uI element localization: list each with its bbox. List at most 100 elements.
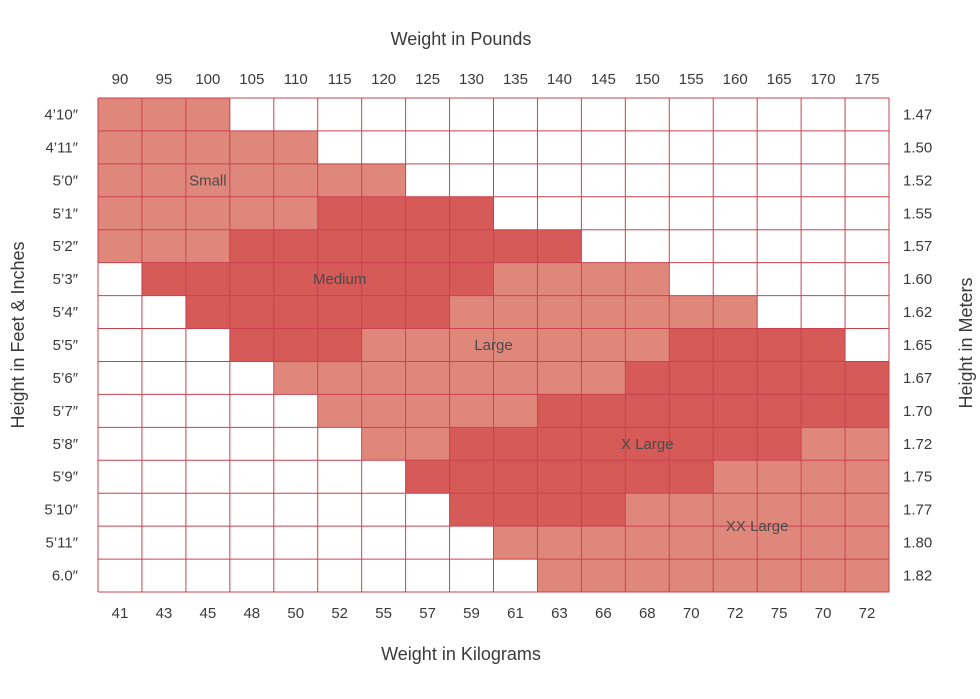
cell-empty xyxy=(713,130,758,164)
cell-x-large xyxy=(845,394,889,428)
cell-empty xyxy=(185,526,230,560)
cell-empty xyxy=(669,262,714,296)
cell-empty xyxy=(757,163,802,197)
cell-medium xyxy=(317,196,362,230)
tick-label-feet-inches: 5’9″ xyxy=(53,469,79,486)
cell-empty xyxy=(713,196,758,230)
tick-label-kilograms: 75 xyxy=(771,605,788,622)
cell-empty xyxy=(98,526,142,560)
cell-empty xyxy=(229,394,274,428)
cell-x-large xyxy=(625,394,670,428)
cell-medium xyxy=(229,229,274,263)
cell-small xyxy=(273,196,318,230)
cell-empty xyxy=(493,130,538,164)
top-axis-title: Weight in Pounds xyxy=(391,29,532,49)
cell-medium xyxy=(141,262,186,296)
cell-empty xyxy=(669,98,714,131)
cell-small xyxy=(229,163,274,197)
cell-medium xyxy=(273,262,318,296)
cell-x-large xyxy=(669,361,714,395)
tick-label-meters: 1.47 xyxy=(903,106,932,123)
cell-empty xyxy=(845,196,889,230)
cell-x-large xyxy=(581,460,626,494)
cell-empty xyxy=(361,98,406,131)
cell-medium xyxy=(537,229,582,263)
cell-x-large xyxy=(537,427,582,461)
cell-xx-large xyxy=(713,493,758,527)
tick-label-feet-inches: 4’11″ xyxy=(45,139,78,156)
tick-label-feet-inches: 5’2″ xyxy=(53,238,79,255)
cell-medium xyxy=(405,229,450,263)
tick-label-kilograms: 63 xyxy=(551,605,568,622)
cell-medium xyxy=(493,229,538,263)
cell-small xyxy=(185,163,230,197)
cell-large xyxy=(625,295,670,329)
cell-medium xyxy=(449,196,494,230)
cell-xx-large xyxy=(757,493,802,527)
tick-label-pounds: 120 xyxy=(371,71,396,88)
tick-label-kilograms: 59 xyxy=(463,605,480,622)
tick-label-kilograms: 61 xyxy=(507,605,524,622)
cell-small xyxy=(229,130,274,164)
cell-medium xyxy=(361,262,406,296)
cell-empty xyxy=(405,98,450,131)
cell-empty xyxy=(185,493,230,527)
cell-small xyxy=(98,163,142,197)
left-axis-title: Height in Feet & Inches xyxy=(8,241,28,428)
cell-empty xyxy=(229,559,274,592)
tick-label-meters: 1.80 xyxy=(903,535,932,552)
size-label-small: Small xyxy=(189,172,227,189)
cell-x-large xyxy=(581,427,626,461)
cell-xx-large xyxy=(801,559,846,592)
cell-empty xyxy=(98,493,142,527)
cell-empty xyxy=(449,130,494,164)
tick-label-meters: 1.60 xyxy=(903,271,932,288)
cell-empty xyxy=(713,163,758,197)
cell-xx-large xyxy=(801,526,846,560)
cell-empty xyxy=(405,130,450,164)
cell-empty xyxy=(405,493,450,527)
tick-label-feet-inches: 5’11″ xyxy=(45,535,78,552)
cell-medium xyxy=(273,229,318,263)
cell-xx-large xyxy=(625,526,670,560)
cell-x-large xyxy=(713,361,758,395)
cell-small xyxy=(229,196,274,230)
cell-x-large xyxy=(801,328,846,362)
cell-medium xyxy=(405,262,450,296)
tick-label-meters: 1.55 xyxy=(903,205,932,222)
cell-x-large xyxy=(845,361,889,395)
cell-empty xyxy=(317,493,362,527)
cell-empty xyxy=(98,460,142,494)
cell-medium xyxy=(229,328,274,362)
cell-empty xyxy=(185,361,230,395)
cell-empty xyxy=(493,163,538,197)
cell-xx-large xyxy=(537,526,582,560)
tick-label-meters: 1.70 xyxy=(903,403,932,420)
tick-label-feet-inches: 5’8″ xyxy=(53,436,79,453)
tick-label-feet-inches: 5’3″ xyxy=(53,271,79,288)
cell-x-large xyxy=(757,361,802,395)
cell-empty xyxy=(801,262,846,296)
cell-large xyxy=(449,328,494,362)
cell-x-large xyxy=(669,460,714,494)
tick-label-pounds: 125 xyxy=(415,71,440,88)
tick-label-kilograms: 55 xyxy=(375,605,392,622)
cell-empty xyxy=(317,98,362,131)
cell-empty xyxy=(757,229,802,263)
cell-large xyxy=(493,262,538,296)
tick-label-meters: 1.82 xyxy=(903,568,932,585)
cell-empty xyxy=(361,526,406,560)
cell-empty xyxy=(317,130,362,164)
cell-xx-large xyxy=(801,493,846,527)
tick-label-meters: 1.77 xyxy=(903,502,932,519)
size-label-medium: Medium xyxy=(313,271,366,288)
cell-xx-large xyxy=(713,526,758,560)
cell-large xyxy=(625,262,670,296)
cell-empty xyxy=(625,163,670,197)
cell-large xyxy=(669,295,714,329)
cell-empty xyxy=(273,394,318,428)
cell-large xyxy=(405,427,450,461)
cell-medium xyxy=(185,262,230,296)
tick-label-pounds: 145 xyxy=(591,71,616,88)
cell-large xyxy=(493,295,538,329)
